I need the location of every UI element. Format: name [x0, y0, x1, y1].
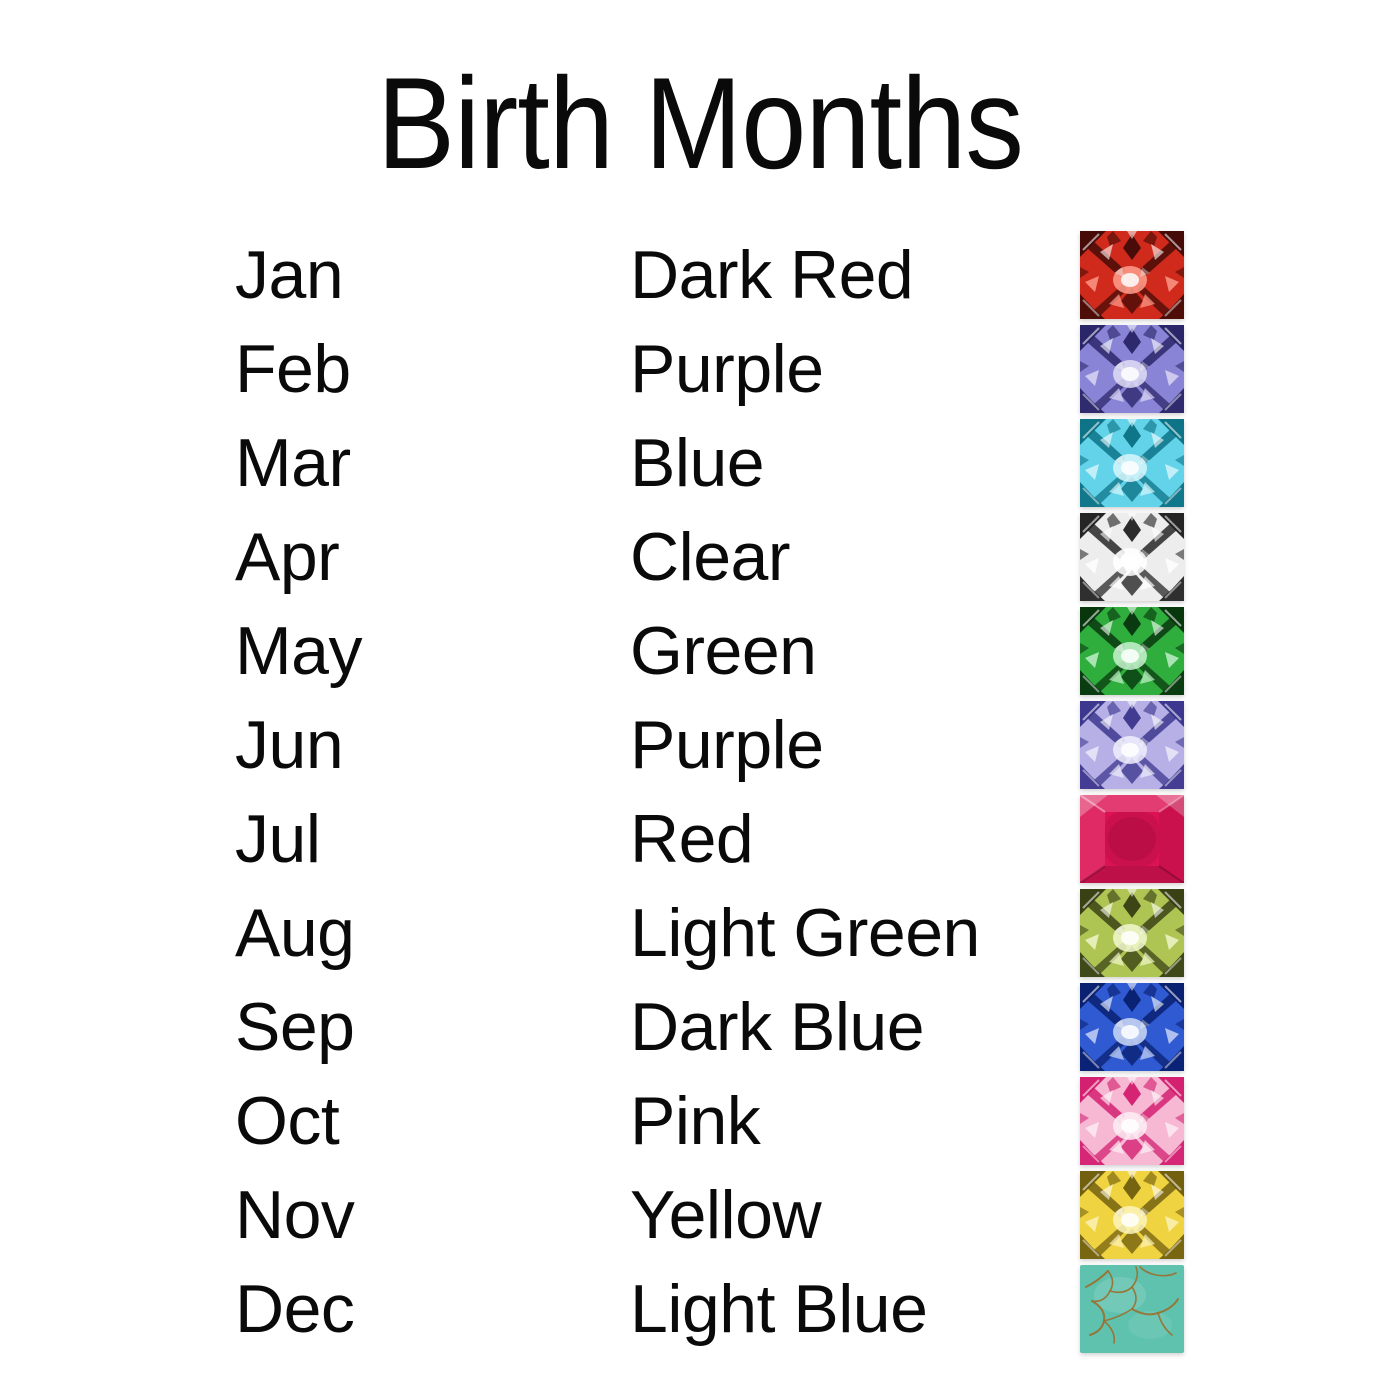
color-label: Yellow — [630, 1177, 822, 1253]
color-label: Clear — [630, 519, 791, 595]
month-label: Apr — [235, 519, 340, 595]
gem-swatch-oct — [1080, 1077, 1184, 1165]
table-row: Mar Blue — [235, 416, 1184, 510]
color-label: Dark Red — [630, 237, 914, 313]
table-row: Dec Light Blue — [235, 1262, 1184, 1356]
color-label: Light Blue — [630, 1271, 928, 1347]
table-row: Aug Light Green — [235, 886, 1184, 980]
gem-swatch-feb — [1080, 325, 1184, 413]
gem-swatch-may — [1080, 607, 1184, 695]
color-label: Pink — [630, 1083, 761, 1159]
table-row: Jan Dark Red — [235, 228, 1184, 322]
month-label: Nov — [235, 1177, 355, 1253]
month-label: May — [235, 613, 362, 689]
table-row: Apr Clear — [235, 510, 1184, 604]
table-row: Jul Red — [235, 792, 1184, 886]
gem-swatch-nov — [1080, 1171, 1184, 1259]
month-label: Aug — [235, 895, 355, 971]
color-label: Red — [630, 801, 754, 877]
table-row: Oct Pink — [235, 1074, 1184, 1168]
birthstone-table: Jan Dark Red Feb Purple Mar Blue Apr Cle… — [235, 228, 1184, 1356]
month-label: Dec — [235, 1271, 355, 1347]
page-title: Birth Months — [377, 50, 1024, 196]
gem-swatch-jul — [1080, 795, 1184, 883]
color-label: Light Green — [630, 895, 980, 971]
month-label: Sep — [235, 989, 355, 1065]
gem-swatch-sep — [1080, 983, 1184, 1071]
color-label: Purple — [630, 331, 824, 407]
gem-swatch-jan — [1080, 231, 1184, 319]
table-row: Sep Dark Blue — [235, 980, 1184, 1074]
month-label: Oct — [235, 1083, 340, 1159]
table-row: May Green — [235, 604, 1184, 698]
gem-swatch-dec — [1080, 1265, 1184, 1353]
gem-swatch-apr — [1080, 513, 1184, 601]
month-label: Mar — [235, 425, 351, 501]
table-row: Nov Yellow — [235, 1168, 1184, 1262]
gem-swatch-jun — [1080, 701, 1184, 789]
month-label: Feb — [235, 331, 351, 407]
color-label: Purple — [630, 707, 824, 783]
color-label: Blue — [630, 425, 765, 501]
color-label: Green — [630, 613, 817, 689]
table-row: Jun Purple — [235, 698, 1184, 792]
month-label: Jan — [235, 237, 344, 313]
month-label: Jun — [235, 707, 344, 783]
color-label: Dark Blue — [630, 989, 925, 1065]
gem-swatch-aug — [1080, 889, 1184, 977]
gem-swatch-mar — [1080, 419, 1184, 507]
table-row: Feb Purple — [235, 322, 1184, 416]
month-label: Jul — [235, 801, 321, 877]
